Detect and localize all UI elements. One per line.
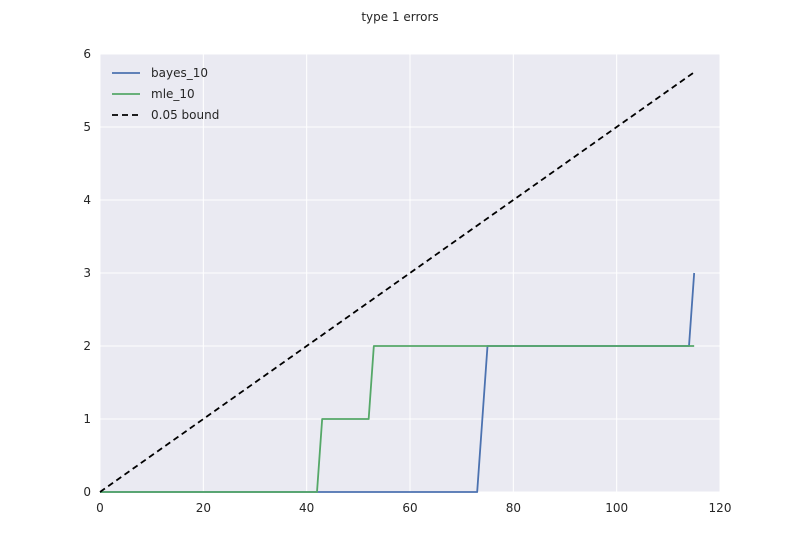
y-tick-label: 3 bbox=[83, 266, 91, 280]
x-axis-ticks: 0 20 40 60 80 100 120 bbox=[96, 501, 731, 515]
y-tick-label: 5 bbox=[83, 120, 91, 134]
series-line-0-05-bound bbox=[99, 71, 695, 493]
y-tick-label: 6 bbox=[83, 47, 91, 61]
y-tick-label: 4 bbox=[83, 193, 91, 207]
series-line-mle-10 bbox=[100, 345, 695, 493]
x-tick-label: 100 bbox=[605, 501, 628, 515]
legend-entry: mle_10 bbox=[151, 87, 195, 101]
chart-title: type 1 errors bbox=[361, 10, 438, 24]
x-tick-label: 60 bbox=[402, 501, 417, 515]
x-tick-label: 40 bbox=[299, 501, 314, 515]
x-tick-label: 20 bbox=[196, 501, 211, 515]
y-tick-label: 0 bbox=[83, 485, 91, 499]
y-axis-ticks: 0 1 2 3 4 5 6 bbox=[83, 47, 91, 499]
x-tick-label: 80 bbox=[506, 501, 521, 515]
legend-entry: 0.05 bound bbox=[151, 108, 219, 122]
x-tick-label: 120 bbox=[709, 501, 732, 515]
series-lines bbox=[99, 71, 696, 493]
y-tick-label: 2 bbox=[83, 339, 91, 353]
y-tick-label: 1 bbox=[83, 412, 91, 426]
x-tick-label: 0 bbox=[96, 501, 104, 515]
legend-entry: bayes_10 bbox=[151, 66, 208, 80]
legend: bayes_10 mle_10 0.05 bound bbox=[112, 66, 219, 122]
